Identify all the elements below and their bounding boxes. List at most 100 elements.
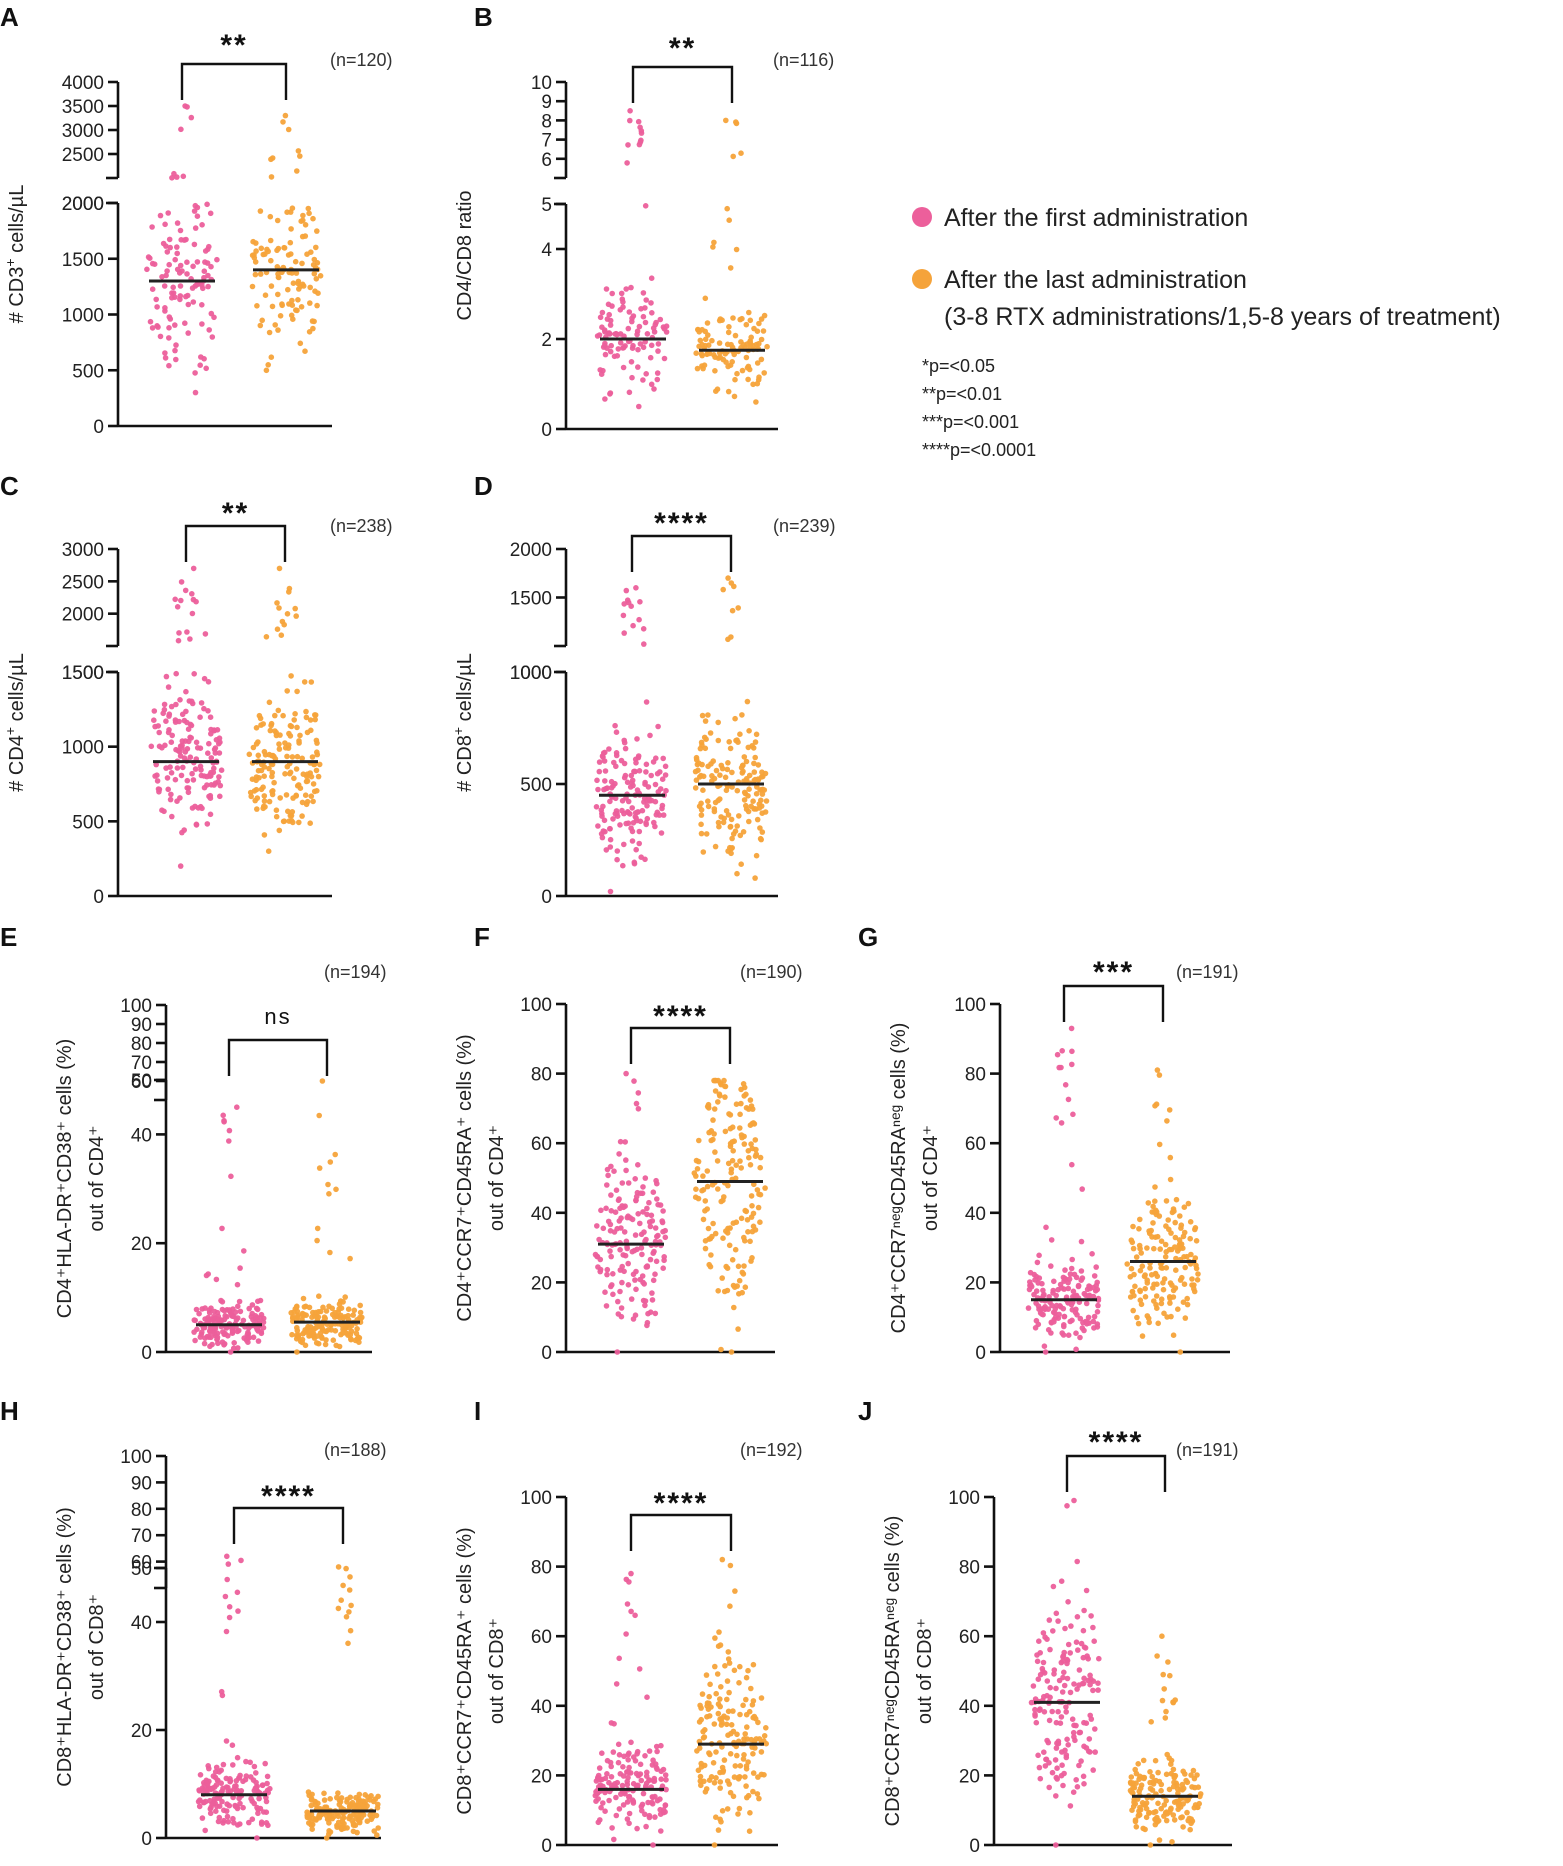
- data-point: [1088, 1613, 1094, 1619]
- data-point: [615, 346, 622, 352]
- data-point: [737, 832, 744, 839]
- data-point: [735, 1811, 741, 1817]
- data-point: [1135, 1320, 1142, 1327]
- data-point: [277, 313, 284, 319]
- data-point: [643, 819, 649, 826]
- data-point: [599, 309, 606, 316]
- data-point: [739, 762, 746, 769]
- data-point: [594, 1223, 600, 1229]
- data-point: [1163, 1817, 1170, 1824]
- data-point: [295, 297, 301, 303]
- data-point: [1175, 1306, 1181, 1312]
- data-point: [303, 708, 309, 715]
- data-point: [347, 1255, 353, 1262]
- data-point: [1033, 1719, 1040, 1726]
- data-point: [727, 265, 734, 271]
- data-point: [318, 1334, 325, 1340]
- data-point: [1059, 1048, 1065, 1054]
- data-point: [259, 317, 266, 324]
- data-point: [206, 1765, 212, 1772]
- series-first: [1028, 1497, 1102, 1848]
- data-point: [261, 764, 268, 770]
- data-point: [350, 1804, 357, 1811]
- data-point: [314, 1805, 321, 1811]
- data-point: [1173, 1196, 1180, 1203]
- data-point: [169, 290, 175, 296]
- data-point: [623, 1631, 629, 1637]
- data-point: [627, 108, 633, 114]
- data-point: [1079, 1186, 1085, 1192]
- data-point: [657, 1796, 663, 1802]
- data-point: [1075, 1647, 1081, 1653]
- data-point: [702, 1238, 709, 1244]
- data-point: [155, 324, 161, 330]
- data-point: [705, 1706, 712, 1712]
- data-point: [1058, 1285, 1065, 1291]
- data-point: [1137, 1804, 1143, 1811]
- significance-bracket: **: [184, 497, 287, 562]
- data-point: [613, 1681, 620, 1687]
- data-point: [663, 787, 669, 794]
- data-point: [201, 268, 208, 275]
- data-point: [177, 753, 184, 759]
- data-point: [737, 316, 743, 323]
- data-point: [613, 1812, 620, 1819]
- data-point: [727, 824, 734, 830]
- data-point: [701, 1734, 708, 1740]
- data-point: [191, 1317, 198, 1323]
- data-point: [176, 630, 182, 636]
- data-point: [655, 723, 661, 730]
- data-point: [652, 1793, 658, 1800]
- series-first: [195, 1553, 273, 1841]
- data-point: [1073, 1639, 1080, 1645]
- data-point: [1128, 1780, 1134, 1787]
- data-point: [722, 1128, 729, 1135]
- data-point: [294, 168, 300, 174]
- data-point: [202, 1335, 208, 1341]
- data-point: [623, 1157, 629, 1163]
- data-point: [620, 299, 626, 305]
- data-point: [698, 1705, 704, 1711]
- data-point: [698, 812, 705, 818]
- data-point: [717, 1093, 723, 1099]
- data-point: [229, 1327, 236, 1333]
- data-point: [1037, 1775, 1044, 1782]
- data-point: [763, 1725, 769, 1731]
- data-point: [716, 317, 723, 324]
- data-point: [1041, 1343, 1048, 1349]
- data-point: [288, 723, 295, 730]
- data-point: [702, 1198, 709, 1204]
- data-point: [1154, 1305, 1160, 1311]
- data-point: [313, 276, 320, 282]
- data-point: [1041, 1305, 1047, 1312]
- data-point: [757, 825, 763, 831]
- data-point: [1042, 1349, 1049, 1355]
- data-point: [642, 1811, 648, 1818]
- data-point: [638, 1777, 645, 1784]
- data-point: [715, 1710, 722, 1717]
- data-point: [752, 875, 758, 881]
- data-point: [287, 239, 294, 246]
- data-point: [607, 322, 614, 328]
- y-axis: [554, 80, 568, 431]
- data-point: [624, 1778, 630, 1785]
- data-point: [711, 1780, 718, 1786]
- data-point: [625, 1751, 631, 1758]
- data-point: [1135, 1761, 1141, 1767]
- data-point: [732, 1175, 739, 1182]
- data-point: [729, 1139, 736, 1145]
- data-point: [640, 377, 646, 383]
- data-point: [1086, 1292, 1093, 1299]
- data-point: [724, 1287, 731, 1294]
- data-point: [335, 1790, 341, 1796]
- data-point: [1164, 1751, 1170, 1758]
- data-point: [316, 1165, 323, 1171]
- data-point: [644, 803, 650, 809]
- data-point: [192, 202, 199, 209]
- data-point: [1080, 1319, 1086, 1326]
- data-point: [738, 1100, 744, 1107]
- data-point: [737, 1158, 743, 1164]
- data-point: [604, 1271, 610, 1278]
- data-point: [226, 1802, 233, 1809]
